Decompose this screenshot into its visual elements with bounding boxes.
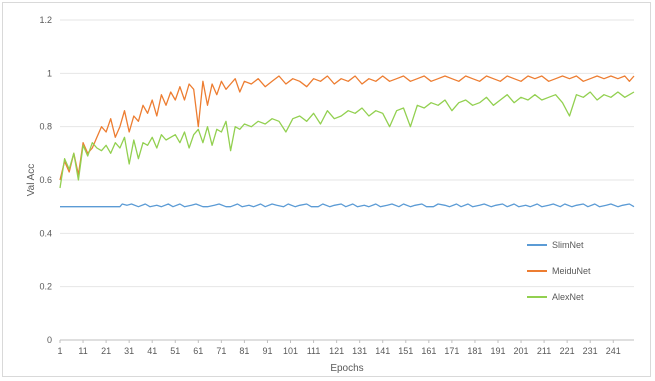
x-tick-label: 221 xyxy=(560,346,575,356)
x-tick-label: 81 xyxy=(239,346,249,356)
x-tick-label: 191 xyxy=(490,346,505,356)
x-tick-label: 181 xyxy=(467,346,482,356)
x-tick-label: 141 xyxy=(375,346,390,356)
series-line-slimnet xyxy=(60,203,635,208)
x-tick-label: 161 xyxy=(421,346,436,356)
legend-label-slimnet: SlimNet xyxy=(552,240,584,250)
x-tick-label: 111 xyxy=(307,346,321,356)
y-tick-label: 0.4 xyxy=(39,228,52,238)
series-line-alexnet xyxy=(59,91,635,189)
y-axis-ticks: 0 0.2 0.4 0.6 0.8 1 1.2 xyxy=(39,15,52,345)
x-tick-label: 31 xyxy=(124,346,134,356)
gridlines xyxy=(60,19,634,341)
x-tick-label: 41 xyxy=(147,346,157,356)
series-lines xyxy=(59,75,635,208)
y-tick-label: 0 xyxy=(47,335,52,345)
x-tick-label: 51 xyxy=(170,346,180,356)
x-axis-title: Epochs xyxy=(330,363,363,374)
x-tick-label: 11 xyxy=(78,346,87,356)
x-tick-label: 211 xyxy=(537,346,551,356)
x-tick-label: 1 xyxy=(57,346,62,356)
y-tick-label: 1.2 xyxy=(39,15,52,25)
y-axis-title: Val Acc xyxy=(26,164,37,197)
x-tick-label: 201 xyxy=(514,346,529,356)
x-tick-label: 241 xyxy=(606,346,621,356)
y-tick-label: 1 xyxy=(47,68,52,78)
y-tick-label: 0.8 xyxy=(39,122,52,132)
series-line-meidunet xyxy=(59,75,635,181)
chart-frame xyxy=(2,2,651,377)
x-tick-label: 151 xyxy=(398,346,413,356)
x-tick-label: 61 xyxy=(193,346,203,356)
legend: SlimNet MeiduNet AlexNet xyxy=(527,240,591,302)
x-tick-label: 131 xyxy=(352,346,367,356)
y-tick-label: 0.6 xyxy=(39,175,52,185)
x-tick-label: 21 xyxy=(101,346,111,356)
legend-label-alexnet: AlexNet xyxy=(552,292,584,302)
x-axis-ticks: 1 11 21 31 41 51 61 71 81 91 101 111 121 131 141 151 161… xyxy=(57,340,621,356)
x-tick-label: 101 xyxy=(283,346,298,356)
legend-label-meidunet: MeiduNet xyxy=(552,266,591,276)
x-tick-label: 231 xyxy=(583,346,598,356)
x-tick-label: 91 xyxy=(262,346,272,356)
x-tick-label: 71 xyxy=(216,346,226,356)
y-tick-label: 0.2 xyxy=(39,282,52,292)
x-tick-label: 171 xyxy=(444,346,459,356)
x-tick-label: 121 xyxy=(329,346,344,356)
